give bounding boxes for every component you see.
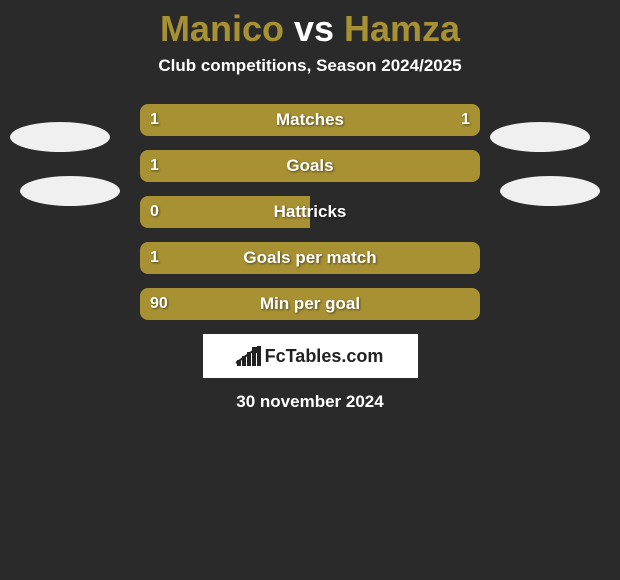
player-left-name: Manico <box>160 8 284 49</box>
stat-bar-container: 90Min per goal <box>140 288 480 320</box>
stat-label: Goals <box>140 150 480 182</box>
stat-label: Goals per match <box>140 242 480 274</box>
decorative-ellipse <box>20 176 120 206</box>
stat-row: 1Goals per match <box>0 242 620 274</box>
player-right-name: Hamza <box>344 8 460 49</box>
competition-subtitle: Club competitions, Season 2024/2025 <box>0 56 620 104</box>
vs-separator: vs <box>284 8 344 49</box>
stat-bar-container: 11Matches <box>140 104 480 136</box>
stat-label: Matches <box>140 104 480 136</box>
brand-inner: FcTables.com <box>237 346 384 367</box>
stat-row: 90Min per goal <box>0 288 620 320</box>
decorative-ellipse <box>500 176 600 206</box>
snapshot-date: 30 november 2024 <box>0 392 620 412</box>
stat-bar-container: 0Hattricks <box>140 196 480 228</box>
comparison-title: Manico vs Hamza <box>0 0 620 56</box>
stat-bar-container: 1Goals <box>140 150 480 182</box>
decorative-ellipse <box>490 122 590 152</box>
brand-chart-icon <box>237 346 261 366</box>
brand-text: FcTables.com <box>265 346 384 367</box>
brand-badge: FcTables.com <box>203 334 418 378</box>
decorative-ellipse <box>10 122 110 152</box>
stat-label: Hattricks <box>140 196 480 228</box>
stat-label: Min per goal <box>140 288 480 320</box>
stat-bar-container: 1Goals per match <box>140 242 480 274</box>
